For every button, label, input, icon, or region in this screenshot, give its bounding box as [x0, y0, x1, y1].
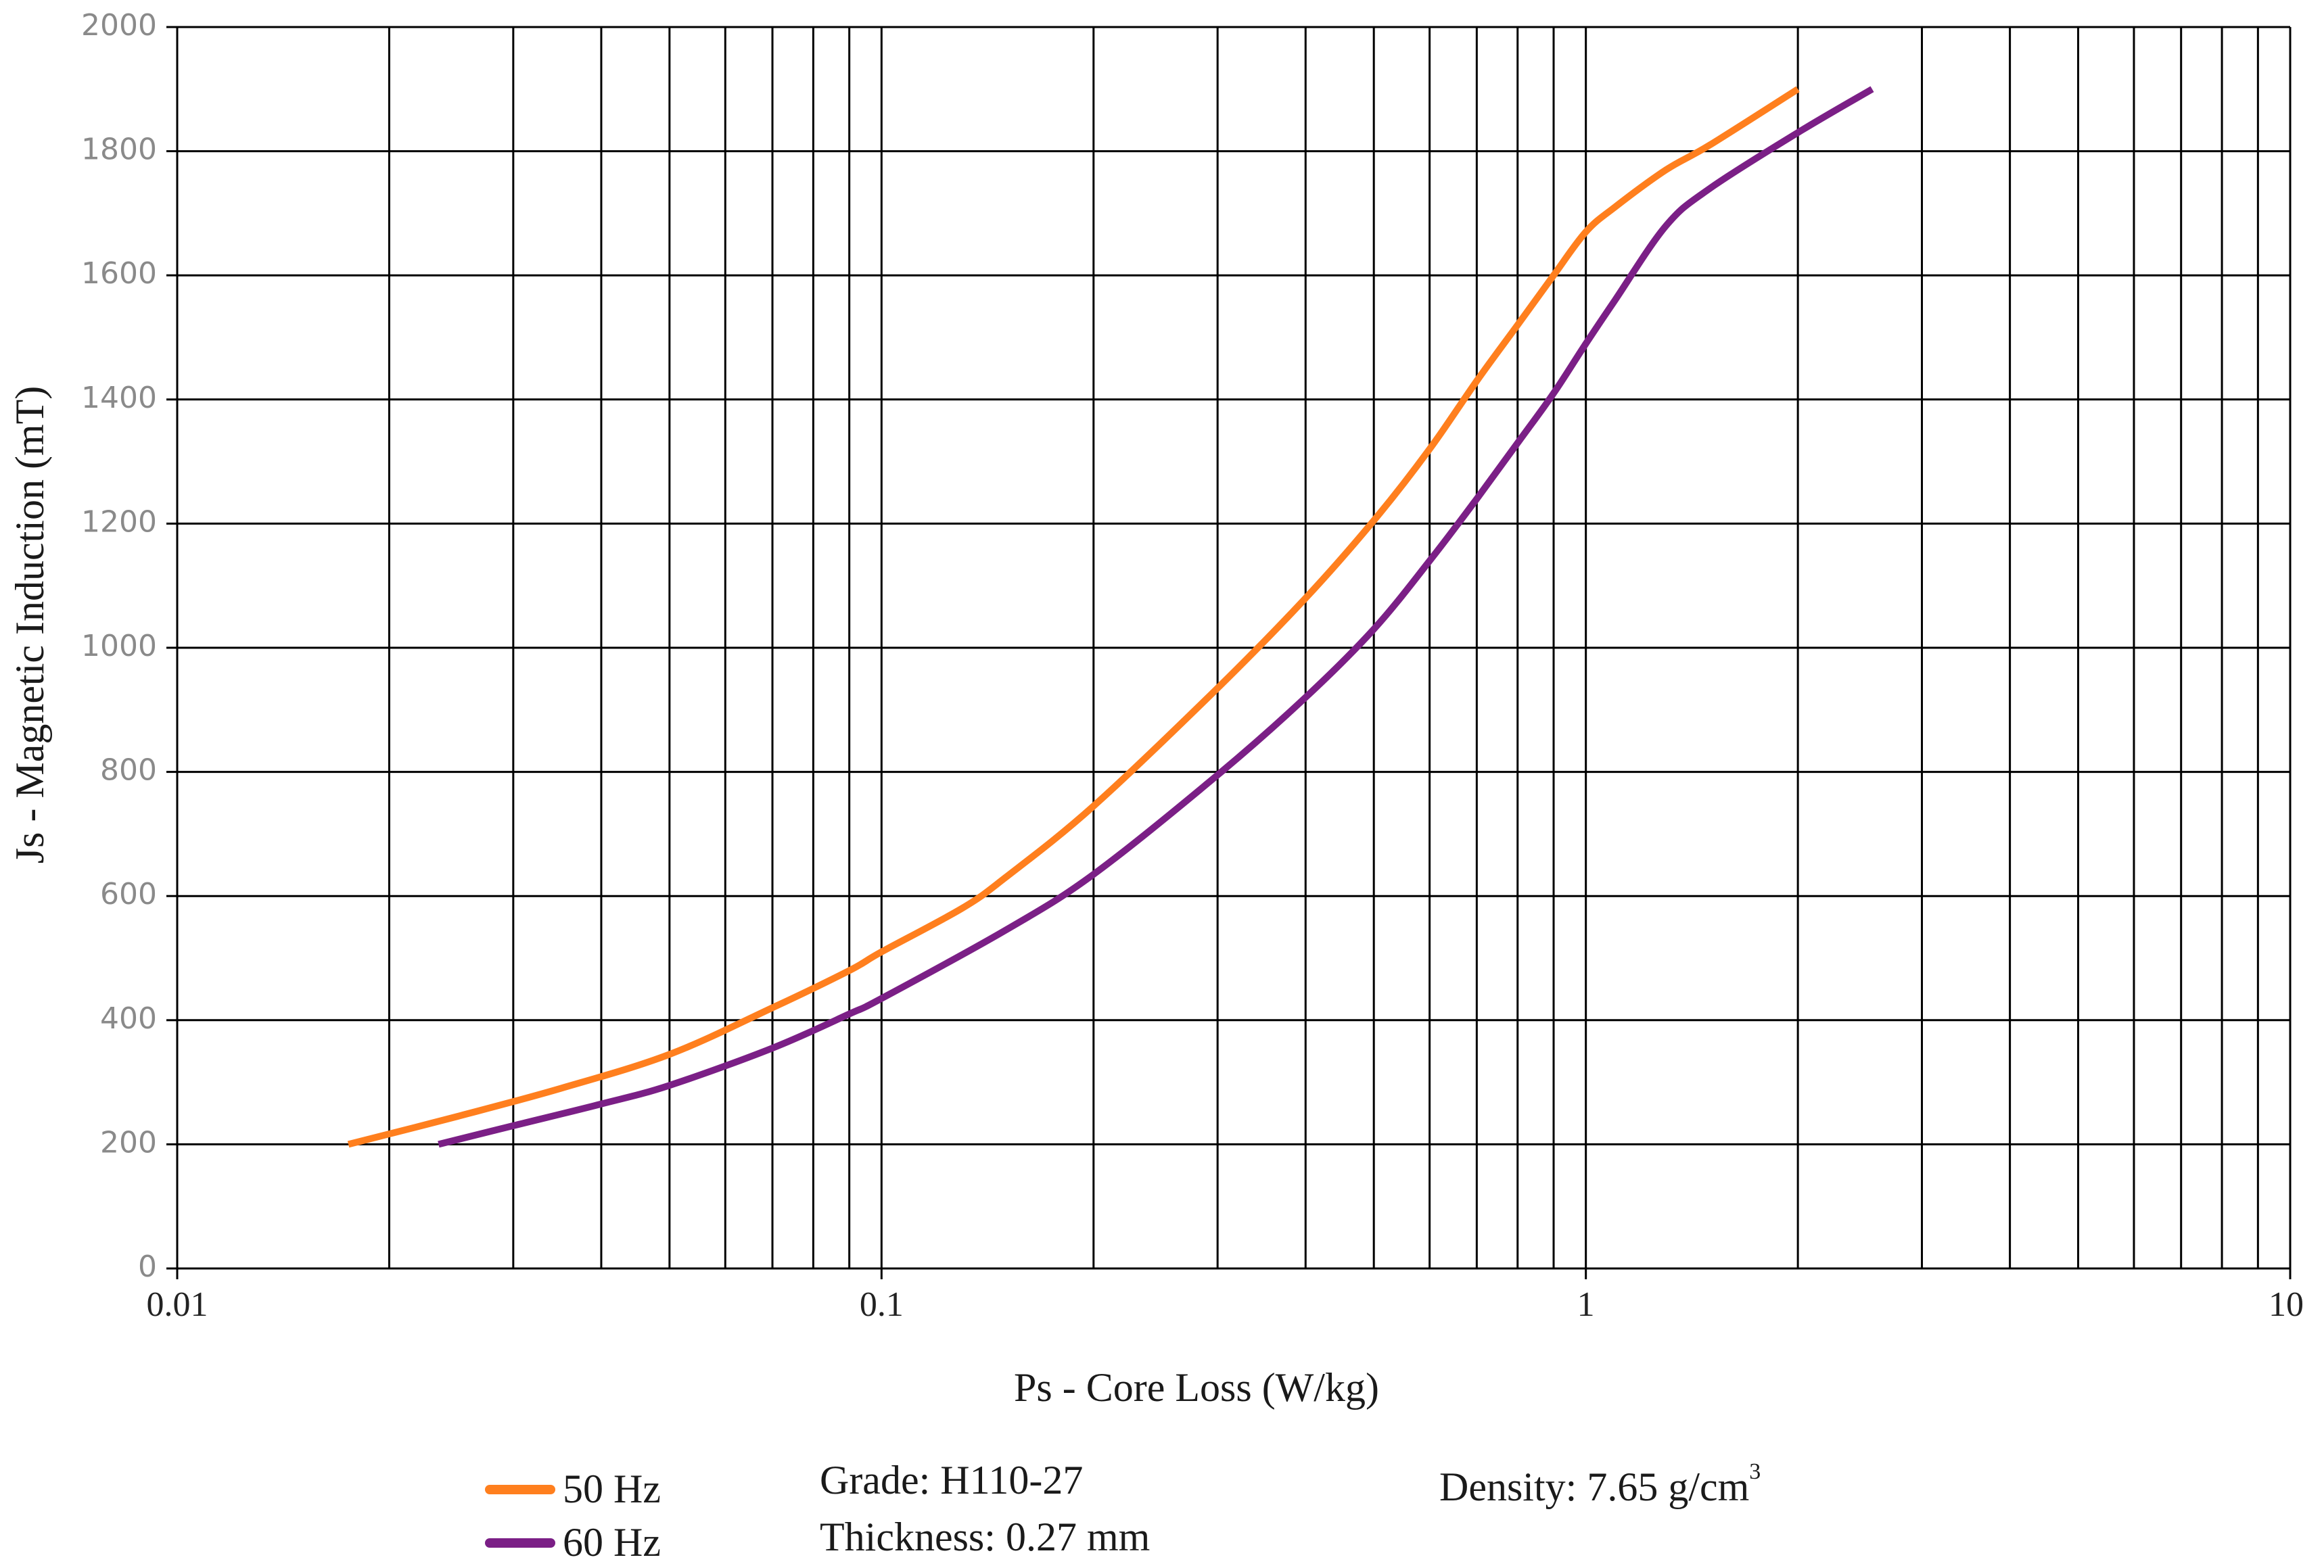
x-tick-label: 0.1 [860, 1285, 904, 1324]
density-value: Density: 7.65 g/cm [1439, 1465, 1749, 1509]
legend-item-50hz: 50 Hz [485, 1467, 661, 1511]
y-tick-label: 800 [100, 753, 157, 788]
x-tick-labels: 0.01 0.1 1 10 [147, 1285, 2304, 1324]
y-tick-label: 1200 [81, 504, 157, 539]
y-axis-title: Js - Magnetic Induction (mT) [7, 386, 52, 864]
material-info: Grade: H110-27 Thickness: 0.27 mm Densit… [820, 1458, 1761, 1559]
series-line-60hz [438, 86, 1874, 1148]
series-lines [347, 86, 1874, 1148]
y-tick-label: 600 [100, 877, 157, 911]
legend: 50 Hz 60 Hz [485, 1467, 661, 1565]
legend-label-50hz: 50 Hz [563, 1467, 661, 1511]
y-tick-label: 400 [100, 1001, 157, 1036]
legend-item-60hz: 60 Hz [485, 1520, 661, 1565]
density-superscript: 3 [1749, 1459, 1761, 1484]
x-tick-label: 1 [1577, 1285, 1595, 1324]
y-tick-label: 1400 [81, 381, 157, 415]
series-line-50hz [347, 86, 1800, 1148]
y-tick-label: 1000 [81, 629, 157, 663]
grade-text: Grade: H110-27 [820, 1458, 1083, 1502]
grid-lines [177, 26, 2290, 1268]
x-tick-label: 10 [2269, 1285, 2304, 1324]
y-tick-label: 1800 [81, 133, 157, 167]
plot-frame [166, 26, 2292, 1279]
y-tick-label: 0 [138, 1250, 157, 1284]
y-tick-label: 2000 [81, 8, 157, 43]
x-tick-label: 0.01 [147, 1285, 208, 1324]
y-tick-label: 200 [100, 1125, 157, 1160]
legend-label-60hz: 60 Hz [563, 1520, 661, 1565]
density-text: Density: 7.65 g/cm3 [1439, 1459, 1761, 1509]
x-axis-title: Ps - Core Loss (W/kg) [1014, 1365, 1379, 1410]
y-tick-label: 1600 [81, 256, 157, 291]
y-tick-labels: 0 200 400 600 800 1000 1200 1400 1600 1800 2000 [81, 8, 157, 1284]
thickness-text: Thickness: 0.27 mm [820, 1515, 1150, 1559]
